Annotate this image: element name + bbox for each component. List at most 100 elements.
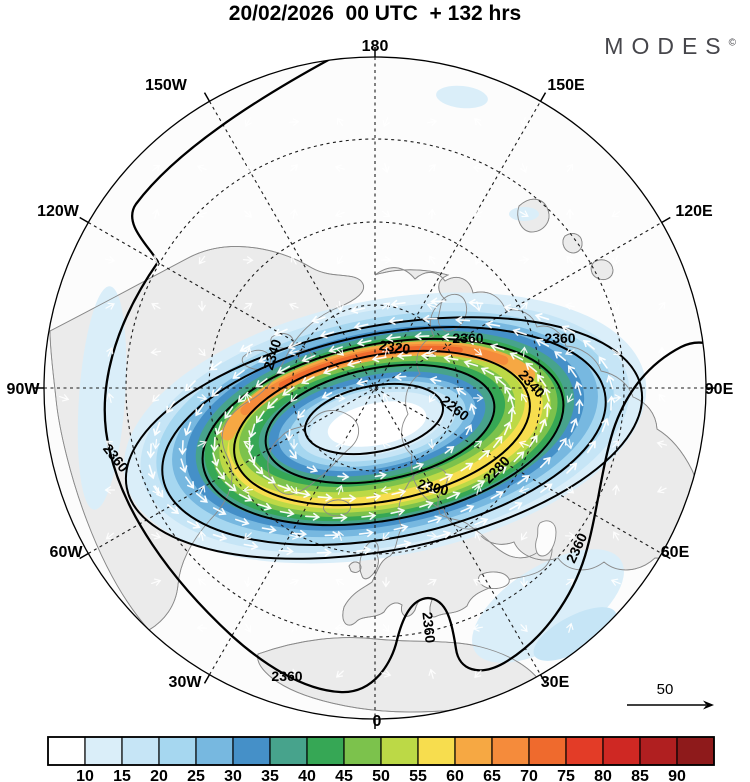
wind-arrow	[296, 490, 311, 498]
colorbar-tick-label: 70	[520, 768, 538, 782]
wind-arrow	[350, 306, 366, 314]
wind-arrow	[273, 328, 288, 337]
wind-arrow	[658, 393, 666, 403]
wind-arrow	[520, 531, 528, 541]
contour-2300	[233, 349, 531, 507]
wind-arrow	[512, 328, 527, 336]
colorbar-tick-label: 20	[150, 768, 168, 782]
wind-arrow	[566, 255, 574, 264]
wind-arrow	[428, 208, 436, 220]
contour-2320	[201, 337, 565, 527]
shading-patch	[472, 549, 624, 663]
wind-arrow	[566, 486, 575, 494]
wind-arrow	[520, 117, 528, 128]
colorbar-tick-label: 30	[224, 768, 242, 782]
wind-arrow	[566, 439, 574, 450]
wind-arrow	[258, 354, 272, 363]
wind-arrow	[198, 255, 206, 265]
wind-arrow	[503, 304, 519, 313]
wind-arrow	[335, 578, 345, 586]
wind-arrow	[518, 256, 530, 264]
wind-arrow	[301, 354, 316, 363]
wind-arrow	[291, 529, 308, 538]
wind-arrow	[305, 512, 321, 521]
wind-arrow	[151, 532, 162, 540]
wind-arrow	[489, 343, 505, 352]
wind-arrow	[428, 438, 436, 450]
colorbar-cell	[528, 736, 567, 766]
wind-arrow	[473, 348, 483, 356]
wind-arrow	[195, 403, 205, 417]
wind-arrow	[420, 351, 437, 360]
wind-arrow	[154, 485, 164, 498]
wind-arrow	[382, 163, 390, 174]
wind-arrow	[382, 576, 390, 588]
contour-2260	[303, 382, 445, 456]
wind-arrow	[455, 387, 467, 396]
wind-arrow	[285, 428, 294, 442]
wind-arrow	[610, 578, 621, 586]
wind-arrow	[528, 434, 538, 448]
contour-2360	[124, 316, 644, 560]
wind-arrow	[178, 440, 187, 456]
wind-arrow	[564, 302, 575, 310]
longitude-label-150E: 150E	[547, 77, 585, 94]
wind-arrow	[525, 362, 538, 373]
wind-arrow	[245, 436, 254, 453]
wind-arrow	[444, 445, 455, 454]
wind-arrow	[244, 163, 252, 174]
wind-arrow	[396, 351, 412, 360]
wind-arrow	[561, 325, 576, 334]
contour-label: 2300	[416, 476, 450, 499]
shading-patch	[77, 286, 127, 510]
wind-arrow	[518, 486, 529, 494]
modes-logo: MODES©	[604, 33, 736, 60]
meridian-tick	[79, 552, 89, 560]
contour-labels: 2320 2360 23602340226023002280234023602360…	[100, 330, 590, 684]
wind-arrow	[612, 440, 620, 448]
wind-arrow	[382, 532, 390, 541]
wind-arrow	[520, 302, 528, 310]
wind-arrow	[198, 348, 206, 357]
wind-arrow	[252, 463, 264, 475]
wind-arrow	[150, 348, 162, 356]
wind-arrow	[567, 364, 577, 378]
wind-arrow	[454, 316, 471, 325]
wind-arrow	[238, 493, 253, 502]
wind-arrow	[540, 483, 553, 493]
wind-arrow	[198, 485, 206, 495]
wind-arrow	[518, 440, 529, 448]
wind-arrow	[289, 449, 298, 460]
wind-arrow	[147, 464, 156, 480]
wind-arrow	[493, 435, 503, 448]
wind-arrow	[566, 622, 574, 633]
wind-arrow	[601, 417, 609, 433]
wind-arrow	[474, 117, 482, 126]
longitude-label-30E: 30E	[541, 674, 570, 691]
contour-2280	[264, 363, 496, 485]
wind-arrow	[105, 256, 116, 264]
wind-arrow	[494, 376, 507, 387]
wind-arrow	[290, 623, 298, 633]
wind-arrow	[566, 462, 578, 474]
longitude-label-180: 180	[362, 38, 389, 55]
wind-arrow	[196, 164, 207, 172]
wind-arrow	[166, 400, 176, 414]
wind-arrow	[474, 255, 482, 266]
meridian-tick	[539, 674, 547, 684]
wind-arrow	[428, 163, 436, 172]
wind-arrow	[586, 440, 596, 454]
wind-arrow	[244, 210, 253, 218]
wind-arrow	[336, 348, 344, 356]
wind-arrow	[534, 313, 550, 321]
wind-arrow	[336, 255, 344, 265]
map-disc	[44, 57, 706, 719]
wind-arrow	[539, 418, 547, 433]
map-frame	[34, 47, 716, 729]
wind-arrow	[153, 421, 161, 437]
wind-arrow	[658, 301, 666, 311]
wind-arrow	[243, 541, 259, 550]
wind-arrow	[224, 406, 234, 420]
meridian-tick	[661, 552, 671, 560]
wind-arrow	[537, 373, 547, 387]
